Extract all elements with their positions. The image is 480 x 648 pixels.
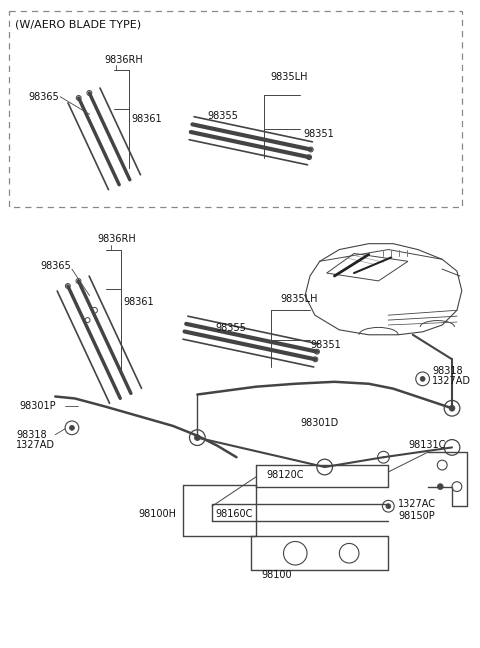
- Text: 98301P: 98301P: [19, 401, 56, 411]
- Text: 98355: 98355: [207, 111, 238, 121]
- Text: 98361: 98361: [132, 114, 162, 124]
- Text: 9835LH: 9835LH: [281, 294, 318, 303]
- Text: 1327AD: 1327AD: [432, 376, 471, 386]
- Text: 98351: 98351: [303, 129, 334, 139]
- Text: 1327AC: 1327AC: [398, 499, 436, 509]
- Circle shape: [449, 405, 455, 411]
- Text: 98150P: 98150P: [398, 511, 435, 521]
- Text: 9835LH: 9835LH: [271, 72, 308, 82]
- Circle shape: [70, 425, 74, 430]
- Text: 98365: 98365: [29, 92, 60, 102]
- Text: (W/AERO BLADE TYPE): (W/AERO BLADE TYPE): [15, 19, 141, 29]
- Text: 98131C: 98131C: [408, 441, 445, 450]
- Circle shape: [437, 483, 443, 489]
- Text: 98355: 98355: [215, 323, 246, 333]
- Circle shape: [194, 435, 200, 441]
- Text: 98120C: 98120C: [266, 470, 303, 480]
- Text: 98351: 98351: [310, 340, 341, 349]
- Text: 98301D: 98301D: [300, 418, 338, 428]
- Text: 9836RH: 9836RH: [97, 234, 136, 244]
- Circle shape: [386, 503, 391, 509]
- Text: 98100H: 98100H: [139, 509, 177, 519]
- Circle shape: [420, 376, 425, 381]
- Text: 98365: 98365: [41, 261, 72, 272]
- Text: 98100: 98100: [261, 570, 292, 580]
- Bar: [9, 12, 462, 207]
- Text: 9836RH: 9836RH: [104, 56, 143, 65]
- Text: 98318: 98318: [16, 430, 47, 440]
- Text: 98160C: 98160C: [215, 509, 252, 519]
- Text: 1327AD: 1327AD: [16, 441, 55, 450]
- Text: 98361: 98361: [124, 297, 155, 307]
- Text: 98318: 98318: [432, 366, 463, 376]
